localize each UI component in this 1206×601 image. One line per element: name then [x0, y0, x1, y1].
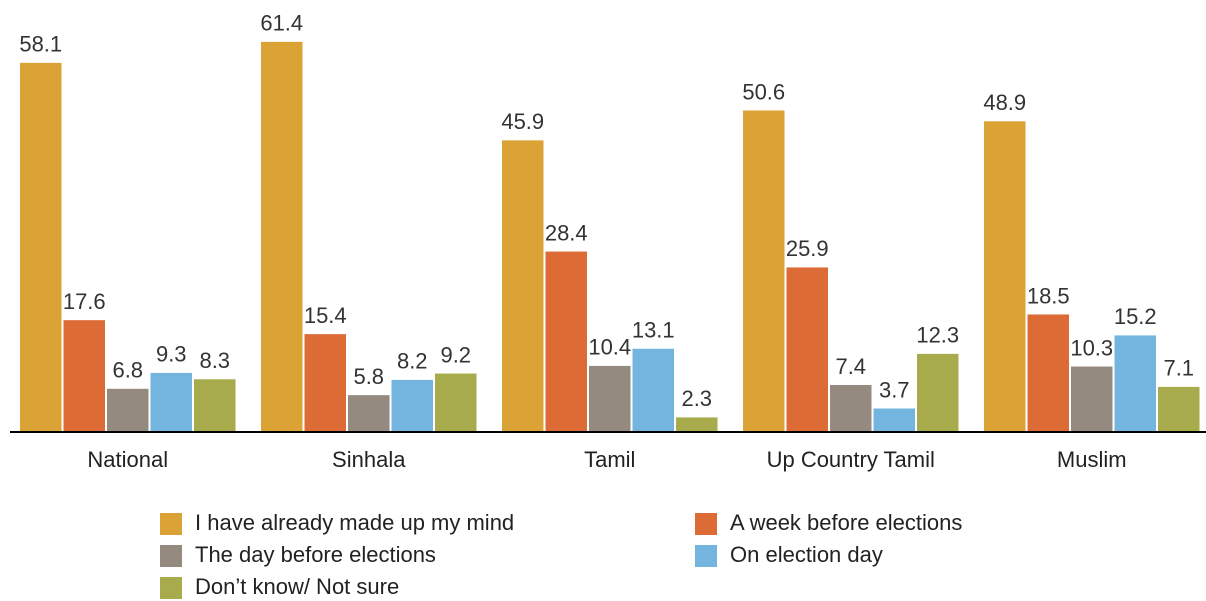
data-label: 10.4	[588, 335, 631, 360]
bar	[984, 121, 1026, 432]
x-tick-label: Up Country Tamil	[767, 447, 935, 472]
bar	[743, 110, 785, 432]
bar	[150, 372, 192, 432]
legend-swatch	[160, 545, 182, 567]
data-label: 28.4	[545, 220, 588, 245]
legend-swatch	[695, 513, 717, 535]
bar	[107, 388, 149, 432]
bar	[435, 373, 477, 432]
data-label: 7.1	[1163, 356, 1194, 381]
data-label: 6.8	[112, 358, 143, 383]
data-label: 61.4	[260, 11, 303, 36]
data-label: 10.3	[1070, 335, 1113, 360]
data-label: 9.2	[440, 342, 471, 367]
bar	[786, 267, 828, 432]
bar	[194, 379, 236, 432]
bar	[502, 140, 544, 432]
x-tick-label: Tamil	[584, 447, 635, 472]
bar	[304, 334, 346, 432]
bar	[873, 408, 915, 432]
data-label: 9.3	[156, 342, 187, 367]
bar	[830, 384, 872, 432]
x-tick-label: National	[87, 447, 168, 472]
data-label: 48.9	[983, 90, 1026, 115]
data-label: 8.2	[397, 349, 428, 374]
bar	[63, 320, 105, 432]
data-label: 8.3	[199, 348, 230, 373]
bar	[1027, 314, 1069, 432]
data-label: 17.6	[63, 289, 106, 314]
data-label: 3.7	[879, 377, 910, 402]
legend-label: Don’t know/ Not sure	[195, 574, 399, 599]
bar	[391, 379, 433, 432]
bar	[1114, 335, 1156, 432]
data-label: 25.9	[786, 236, 829, 261]
bar	[632, 348, 674, 432]
data-label: 58.1	[19, 32, 62, 57]
data-label: 50.6	[742, 79, 785, 104]
legend-swatch	[160, 577, 182, 599]
legend-label: On election day	[730, 542, 883, 567]
legend-label: I have already made up my mind	[195, 510, 514, 535]
data-label: 45.9	[501, 109, 544, 134]
data-label: 15.4	[304, 303, 347, 328]
bar	[1071, 366, 1113, 432]
bar	[20, 62, 62, 432]
data-label: 7.4	[835, 354, 866, 379]
legend-swatch	[695, 545, 717, 567]
data-label: 18.5	[1027, 283, 1070, 308]
bar	[1158, 386, 1200, 432]
data-label: 2.3	[681, 386, 712, 411]
data-label: 15.2	[1114, 304, 1157, 329]
legend-label: The day before elections	[195, 542, 436, 567]
x-tick-label: Sinhala	[332, 447, 406, 472]
bar	[917, 353, 959, 432]
bar	[589, 365, 631, 432]
legend-label: A week before elections	[730, 510, 962, 535]
legend-swatch	[160, 513, 182, 535]
x-tick-label: Muslim	[1057, 447, 1127, 472]
data-label: 12.3	[916, 323, 959, 348]
data-label: 5.8	[353, 364, 384, 389]
bar	[676, 417, 718, 432]
data-label: 13.1	[632, 318, 675, 343]
bar	[545, 251, 587, 432]
bar	[261, 41, 303, 433]
bar	[348, 395, 390, 432]
